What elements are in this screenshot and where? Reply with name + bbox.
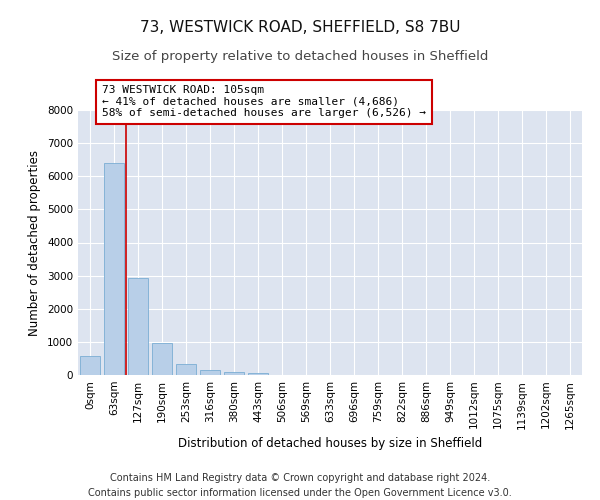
Bar [248,373,268,375]
Text: Contains HM Land Registry data © Crown copyright and database right 2024.
Contai: Contains HM Land Registry data © Crown c… [88,472,512,498]
Bar [200,370,220,375]
Bar [224,372,244,375]
Y-axis label: Number of detached properties: Number of detached properties [28,150,41,336]
Bar [128,278,148,375]
X-axis label: Distribution of detached houses by size in Sheffield: Distribution of detached houses by size … [178,437,482,450]
Text: 73, WESTWICK ROAD, SHEFFIELD, S8 7BU: 73, WESTWICK ROAD, SHEFFIELD, S8 7BU [140,20,460,35]
Bar [176,364,196,375]
Bar [104,163,124,375]
Bar [152,343,172,375]
Text: Size of property relative to detached houses in Sheffield: Size of property relative to detached ho… [112,50,488,63]
Text: 73 WESTWICK ROAD: 105sqm
← 41% of detached houses are smaller (4,686)
58% of sem: 73 WESTWICK ROAD: 105sqm ← 41% of detach… [102,85,426,118]
Bar [80,356,100,375]
